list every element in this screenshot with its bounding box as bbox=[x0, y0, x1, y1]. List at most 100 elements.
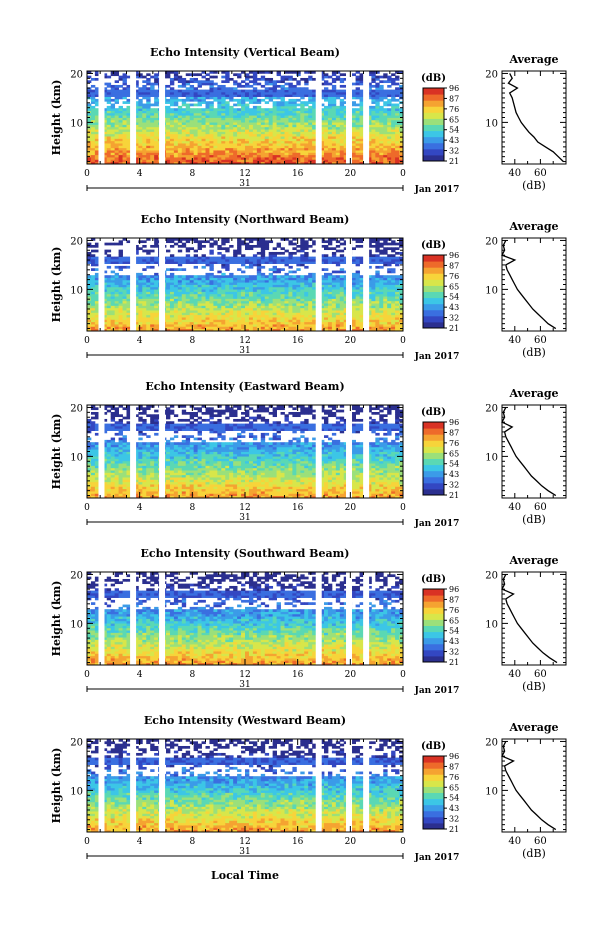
heatmap-cell bbox=[118, 91, 123, 95]
heatmap-cell bbox=[209, 82, 214, 86]
heatmap-cell bbox=[142, 89, 147, 93]
heatmap-cell bbox=[201, 131, 206, 135]
heatmap-cell bbox=[260, 314, 266, 318]
heatmap-cell bbox=[169, 300, 175, 304]
heatmap-cell bbox=[169, 321, 175, 325]
heatmap-cell bbox=[395, 124, 400, 128]
heatmap-cell bbox=[177, 126, 183, 130]
heatmap-cell bbox=[371, 129, 376, 132]
heatmap-cell bbox=[213, 115, 218, 118]
heatmap-cell bbox=[90, 140, 96, 144]
heatmap-cell bbox=[272, 147, 277, 151]
heatmap-cell bbox=[209, 133, 214, 137]
heatmap-cell bbox=[256, 244, 262, 248]
heatmap-cell bbox=[122, 159, 127, 163]
heatmap-cell bbox=[94, 150, 100, 153]
heatmap-cell bbox=[193, 103, 198, 107]
heatmap-cell bbox=[280, 312, 285, 316]
heatmap-cell bbox=[229, 272, 234, 276]
heatmap-cell bbox=[181, 314, 187, 318]
heatmap-cell bbox=[399, 94, 404, 97]
heatmap-cell bbox=[110, 147, 116, 151]
heatmap-cell bbox=[237, 122, 242, 125]
heatmap-cell bbox=[264, 307, 270, 311]
heatmap-cell bbox=[90, 105, 96, 109]
heatmap-cell bbox=[217, 124, 222, 128]
heatmap-cell bbox=[359, 101, 364, 104]
heatmap-cell bbox=[110, 293, 116, 297]
heatmap-cell bbox=[233, 126, 238, 130]
heatmap-cell bbox=[217, 105, 222, 109]
heatmap-cell bbox=[229, 157, 234, 160]
heatmap-cell bbox=[87, 291, 92, 295]
heatmap-cell bbox=[327, 293, 333, 297]
heatmap-cell bbox=[312, 249, 317, 253]
heatmap-cell bbox=[395, 110, 400, 114]
heatmap-cell bbox=[296, 296, 301, 299]
heatmap-cell bbox=[312, 312, 317, 316]
heatmap-cell bbox=[217, 303, 222, 306]
heatmap-cell bbox=[205, 303, 210, 306]
heatmap-cell bbox=[201, 291, 206, 295]
heatmap-cell bbox=[335, 303, 341, 306]
heatmap-cell bbox=[237, 131, 242, 135]
heatmap-cell bbox=[166, 84, 171, 88]
heatmap-cell bbox=[387, 84, 392, 88]
heatmap-cell bbox=[335, 286, 341, 290]
heatmap-cell bbox=[296, 140, 301, 144]
heatmap-cell bbox=[252, 305, 258, 309]
heatmap-cell bbox=[146, 131, 151, 135]
heatmap-cell bbox=[371, 119, 376, 123]
heatmap-cell bbox=[134, 112, 139, 116]
heatmap-cell bbox=[245, 284, 250, 288]
heatmap-cell bbox=[205, 133, 210, 137]
heatmap-cell bbox=[280, 284, 285, 288]
heatmap-cell bbox=[296, 305, 301, 309]
heatmap-cell bbox=[102, 251, 108, 255]
heatmap-cell bbox=[359, 150, 364, 153]
heatmap-cell bbox=[276, 282, 281, 285]
heatmap-cell bbox=[154, 119, 159, 123]
heatmap-cell bbox=[193, 117, 198, 121]
heatmap-cell bbox=[399, 161, 404, 165]
heatmap-cell bbox=[248, 289, 254, 292]
heatmap-cell bbox=[288, 126, 293, 130]
heatmap-cell bbox=[320, 110, 325, 114]
heatmap-cell bbox=[90, 321, 96, 325]
heatmap-cell bbox=[252, 296, 258, 299]
heatmap-cell bbox=[245, 310, 250, 313]
colorbar-tick-label: 65 bbox=[449, 115, 459, 124]
heatmap-cell bbox=[150, 129, 155, 132]
heatmap-cell bbox=[327, 312, 333, 316]
heatmap-cell bbox=[260, 328, 266, 332]
heatmap-cell bbox=[276, 96, 281, 100]
heatmap-cell bbox=[94, 71, 100, 74]
heatmap-cell bbox=[114, 157, 119, 160]
heatmap-cell bbox=[90, 147, 96, 151]
heatmap-cell bbox=[166, 279, 171, 283]
heatmap-cell bbox=[252, 129, 258, 132]
heatmap-cell bbox=[260, 256, 266, 260]
heatmap-cell bbox=[264, 289, 270, 292]
heatmap-cell bbox=[134, 286, 139, 290]
heatmap-cell bbox=[94, 242, 100, 246]
heatmap-cell bbox=[213, 143, 218, 146]
heatmap-cell bbox=[106, 82, 112, 86]
heatmap-cell bbox=[181, 282, 187, 285]
heatmap-cell bbox=[264, 159, 270, 163]
heatmap-cell bbox=[177, 80, 183, 84]
heatmap-cell bbox=[90, 277, 96, 281]
heatmap-cell bbox=[87, 324, 92, 327]
heatmap-cell bbox=[221, 326, 226, 330]
heatmap-cell bbox=[300, 275, 305, 278]
heatmap-cell bbox=[209, 244, 214, 248]
heatmap-cell bbox=[213, 131, 218, 135]
heatmap-cell bbox=[185, 126, 191, 130]
heatmap-cell bbox=[256, 251, 262, 255]
heatmap-cell bbox=[335, 108, 341, 111]
heatmap-cell bbox=[252, 161, 258, 165]
heatmap-cell bbox=[359, 147, 364, 151]
heatmap-cell bbox=[213, 312, 218, 316]
heatmap-cell bbox=[324, 112, 329, 116]
heatmap-cell bbox=[169, 131, 175, 135]
